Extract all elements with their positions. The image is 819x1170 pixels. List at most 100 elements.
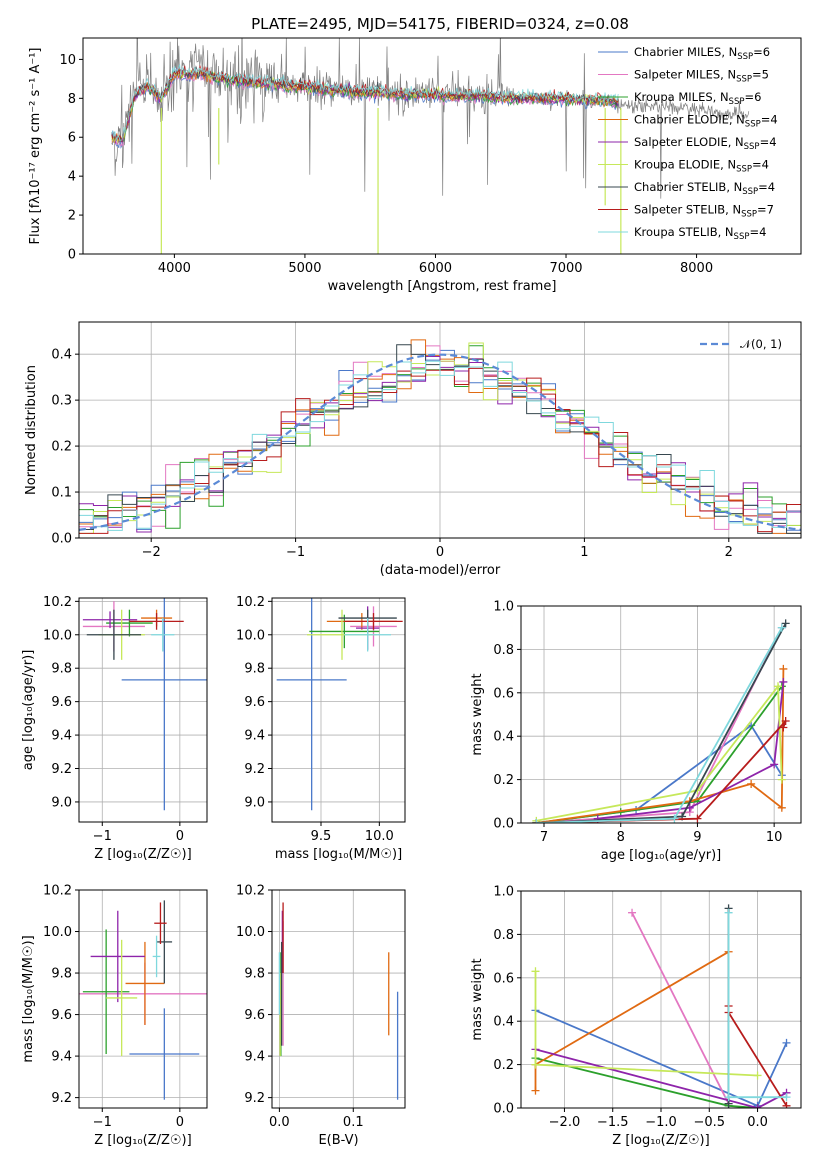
legend-entry: Salpeter MILES, NSSP=5	[634, 68, 769, 85]
x-axis-label: Z [log₁₀(Z/Z☉)]	[612, 1133, 709, 1148]
legend-subscript: SSP	[744, 142, 760, 152]
legend-text: Salpeter ELODIE, N	[634, 135, 744, 149]
errorbar-point	[82, 929, 130, 1055]
x-tick-label: −1.5	[597, 1115, 629, 1130]
y-tick-label: 0	[68, 248, 76, 263]
x-axis-label: mass [log₁₀(M/M☉)]	[275, 847, 402, 862]
legend-text: Chabrier STELIB, N	[634, 180, 742, 194]
weight-marker	[779, 664, 788, 673]
plot-area	[79, 339, 801, 538]
legend-subscript: SSP	[742, 187, 758, 197]
weight-marker	[693, 814, 702, 823]
x-tick-label: 2	[725, 545, 733, 560]
legend-subscript: SSP	[736, 75, 752, 85]
errorbar-point	[90, 910, 145, 1003]
x-tick-label: 7	[540, 830, 548, 845]
axes-frame	[520, 605, 802, 824]
x-tick-label: −2	[142, 545, 161, 560]
legend-text: Kroupa MILES, N	[634, 90, 729, 104]
weight-marker	[777, 803, 786, 812]
weight-marker	[531, 1060, 540, 1069]
weight-line	[597, 681, 785, 820]
y-tick-label: 10.0	[236, 925, 265, 940]
legend-entry: Kroupa ELODIE, NSSP=4	[634, 158, 769, 175]
residual-histogram	[79, 360, 801, 538]
y-tick-label: 9.8	[244, 662, 265, 677]
legend-text-tail: =4	[752, 158, 769, 172]
weight-line	[536, 622, 787, 823]
errorbar-point	[156, 900, 173, 984]
x-axis-label: Z [log₁₀(Z/Z☉)]	[94, 847, 191, 862]
errorbar-point	[344, 618, 391, 652]
y-tick-label: 10.0	[43, 925, 72, 940]
legend-text-tail: =4	[758, 180, 775, 194]
x-tick-label: 6000	[419, 261, 452, 276]
x-tick-label: 0.0	[269, 1115, 290, 1130]
x-tick-label: 10.0	[365, 829, 394, 844]
y-tick-label: 0.4	[493, 1015, 514, 1030]
x-tick-label: −2.0	[549, 1115, 581, 1130]
age-vs-Z-axes: −1 0 9.0 9.2 9.4 9.6 9.8 10.0 10.2 Z [log₁₀(Z/Z☉)…	[21, 595, 208, 862]
y-tick-label: 9.0	[51, 795, 72, 810]
y-axis-label: Flux [fλ10⁻¹⁷ erg cm⁻² s⁻¹ A⁻¹]	[28, 48, 43, 245]
legend-text: Chabrier MILES, N	[634, 45, 737, 59]
errorbar-point	[125, 941, 165, 1025]
weight-marker	[781, 717, 790, 726]
plot-area	[79, 900, 207, 1100]
plot-area	[82, 598, 207, 811]
weight-marker	[531, 1086, 540, 1095]
x-axis-label: wavelength [Angstrom, rest frame]	[328, 279, 557, 294]
y-tick-label: 10.2	[236, 884, 265, 899]
x-tick-label: 0	[436, 545, 444, 560]
legend-text-tail: =6	[753, 45, 770, 59]
errorbar-point	[106, 939, 138, 1057]
spectrum-legend: Chabrier MILES, N SSP =6 Salpeter MILES, NS…	[598, 45, 778, 242]
mass-vs-Z-axes: −1 0 9.2 9.4 9.6 9.8 10.0 10.2 Z [log₁₀(Z/Z☉)] ma…	[21, 884, 208, 1148]
y-tick-label: 1.0	[493, 885, 514, 900]
x-tick-label: 9	[693, 830, 701, 845]
legend-entry: Kroupa STELIB, NSSP=4	[634, 225, 766, 242]
weight-marker	[770, 760, 779, 769]
y-tick-label: 9.6	[244, 695, 265, 710]
weight-marker	[782, 1093, 791, 1102]
y-axis-label: age [log₁₀(age/yr)]	[21, 650, 36, 771]
age-vs-mass-axes: 9.5 10.0 9.0 9.2 9.4 9.6 9.8 10.0 10.2 mass [log₁…	[236, 595, 406, 862]
errorbar-point	[129, 1008, 200, 1100]
y-tick-label: 6	[68, 131, 76, 146]
y-tick-label: 9.6	[51, 695, 72, 710]
residuals-axes: −2 −1 0 1 2 0.0 0.1 0.2 0.3 0.4 (data-model)/error…	[24, 321, 802, 578]
weight-marker	[724, 1093, 733, 1102]
legend-text-tail: =4	[749, 225, 766, 239]
y-axis-label: mass [log₁₀(M/M☉)]	[21, 935, 36, 1062]
legend-entry: Salpeter STELIB, NSSP=7	[634, 203, 774, 220]
x-tick-label: −1.0	[645, 1115, 677, 1130]
x-tick-label: 8	[617, 830, 625, 845]
x-axis-label: Z [log₁₀(Z/Z☉)]	[94, 1133, 191, 1148]
legend-text-tail: =4	[761, 113, 778, 127]
x-tick-label: 9.5	[311, 829, 332, 844]
residual-legend: 𝒩(0, 1)	[700, 337, 782, 351]
y-tick-label: 9.2	[244, 762, 265, 777]
weight-marker	[670, 814, 679, 823]
y-tick-label: 0.1	[51, 486, 72, 501]
errorbar-point	[154, 902, 167, 944]
y-tick-label: 0.2	[493, 773, 514, 788]
y-tick-label: 9.2	[51, 1091, 72, 1106]
legend-text-tail: =7	[757, 203, 774, 217]
y-tick-label: 0.6	[493, 971, 514, 986]
y-axis-label: mass weight	[470, 958, 485, 1040]
y-tick-label: 10.0	[236, 628, 265, 643]
x-axis-label: (data-model)/error	[380, 563, 501, 578]
errorbar-point	[106, 609, 153, 637]
weight-vs-age-axes: 7 8 9 10 0.0 0.2 0.4 0.6 0.8 1.0 age [log₁₀(age/yr…	[470, 600, 802, 863]
y-tick-label: 0.0	[51, 532, 72, 547]
errorbar-point	[86, 609, 142, 660]
x-tick-label: −1	[286, 545, 305, 560]
y-tick-label: 9.4	[51, 729, 72, 744]
y-tick-label: 9.2	[51, 762, 72, 777]
legend-subscript: SSP	[734, 232, 750, 242]
x-axis-label: age [log₁₀(age/yr)]	[601, 848, 722, 863]
x-tick-label: 0.1	[343, 1115, 364, 1130]
weight-line	[631, 912, 730, 1105]
